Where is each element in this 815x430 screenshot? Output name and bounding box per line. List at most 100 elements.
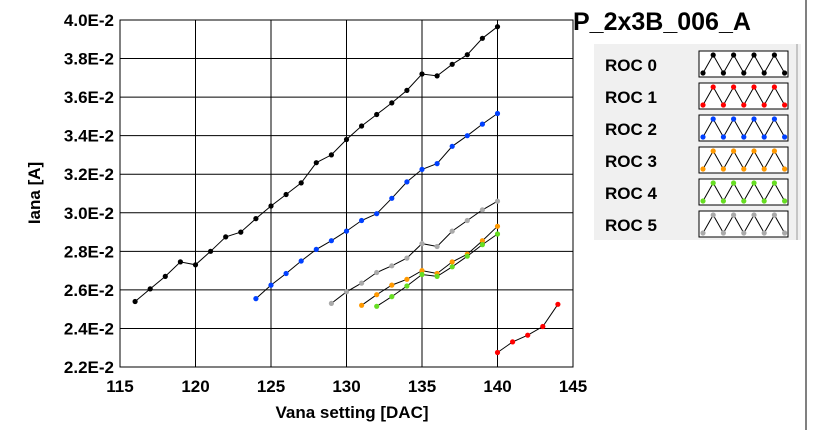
legend-marker (720, 102, 727, 108)
data-point (449, 61, 455, 67)
legend-marker (720, 166, 727, 172)
data-point (238, 229, 244, 235)
data-point (359, 217, 365, 224)
data-point (479, 238, 485, 244)
legend-marker (741, 198, 747, 204)
data-point (434, 243, 440, 250)
x-tick-label: 145 (559, 377, 587, 396)
legend-marker (771, 52, 778, 58)
data-point (404, 87, 410, 93)
plot-area (119, 19, 574, 368)
legend-marker (700, 166, 706, 172)
data-point (177, 259, 183, 265)
legend-label: ROC 4 (605, 184, 658, 203)
series-5 (328, 198, 501, 306)
y-tick-label: 3.6E-2 (64, 88, 114, 107)
y-axis-title: Iana [A] (25, 162, 44, 224)
y-tick-label: 2.2E-2 (64, 358, 114, 377)
legend-marker (700, 70, 706, 76)
y-tick-label: 4.0E-2 (64, 11, 114, 30)
data-point (374, 292, 380, 298)
x-axis-title: Vana setting [DAC] (275, 403, 428, 422)
data-point (449, 259, 455, 265)
y-tick-label: 2.6E-2 (64, 281, 114, 300)
series-2 (253, 110, 501, 302)
data-point (419, 271, 425, 278)
legend-marker (700, 102, 706, 108)
legend-marker (731, 180, 737, 186)
legend-marker (771, 148, 778, 154)
legend-marker (741, 102, 747, 108)
x-tick-label: 120 (181, 377, 209, 396)
legend-marker (771, 84, 778, 90)
legend-marker (731, 212, 737, 218)
data-point (253, 296, 259, 302)
data-point (389, 100, 395, 106)
legend-items: ROC 0 ROC 1 ROC 2 ROC 3 ROC 4 ROC 5 (605, 50, 789, 238)
data-point (192, 262, 199, 268)
data-point (132, 298, 138, 305)
data-point (359, 280, 365, 286)
legend-item: ROC 1 (605, 82, 789, 110)
series-1 (494, 301, 561, 356)
data-point (374, 303, 380, 309)
data-point (298, 258, 304, 264)
grid (120, 20, 573, 367)
y-tick-label: 3.2E-2 (64, 165, 114, 184)
x-tick-label: 140 (483, 377, 511, 396)
legend-marker (751, 116, 757, 122)
y-tick-label: 2.4E-2 (64, 319, 114, 338)
data-point (449, 264, 455, 270)
data-point (540, 323, 546, 330)
legend-marker (710, 148, 716, 154)
data-point (313, 160, 319, 166)
data-point (389, 195, 395, 201)
data-point (464, 133, 470, 139)
data-point (464, 52, 470, 58)
legend-marker (782, 70, 788, 76)
legend-marker (782, 166, 788, 172)
y-axis-ticks: 2.2E-2 2.4E-2 2.6E-2 2.8E-2 3.0E-2 3.2E-2 3.4E… (64, 11, 114, 377)
legend-item: ROC 0 (605, 50, 789, 78)
legend-marker (751, 148, 757, 154)
x-tick-label: 115 (106, 377, 133, 396)
legend-marker (731, 148, 737, 154)
data-point (268, 203, 274, 209)
data-point (328, 152, 334, 158)
data-point (389, 282, 395, 288)
data-point (434, 161, 440, 167)
legend-marker (761, 230, 767, 236)
legend-label: ROC 2 (605, 120, 657, 139)
data-point (389, 294, 395, 300)
legend-item: ROC 3 (605, 146, 789, 174)
data-point (404, 283, 410, 289)
legend-marker (710, 212, 716, 218)
data-point (328, 238, 334, 244)
data-point (374, 269, 380, 276)
data-point (419, 268, 425, 274)
data-point (374, 211, 380, 217)
data-point (494, 223, 501, 229)
plot-frame (119, 19, 574, 368)
y-tick-label: 3.0E-2 (64, 204, 114, 223)
legend-marker (731, 52, 737, 58)
series-layer (132, 24, 561, 356)
data-point (283, 270, 289, 277)
data-point (494, 198, 501, 204)
legend-label: ROC 5 (605, 216, 657, 235)
x-tick-label: 125 (257, 377, 285, 396)
legend-marker (771, 180, 778, 186)
y-tick-label: 2.8E-2 (64, 242, 114, 261)
legend-marker (710, 52, 716, 58)
x-axis-ticks: 115 120 125 130 135 140 145 (106, 377, 587, 396)
data-point (555, 301, 561, 307)
data-point (494, 231, 501, 237)
data-point (147, 286, 153, 292)
legend-marker (741, 134, 747, 140)
data-point (208, 248, 214, 254)
legend-marker (771, 212, 778, 218)
x-tick-label: 135 (408, 377, 436, 396)
y-tick-label: 3.8E-2 (64, 50, 114, 69)
